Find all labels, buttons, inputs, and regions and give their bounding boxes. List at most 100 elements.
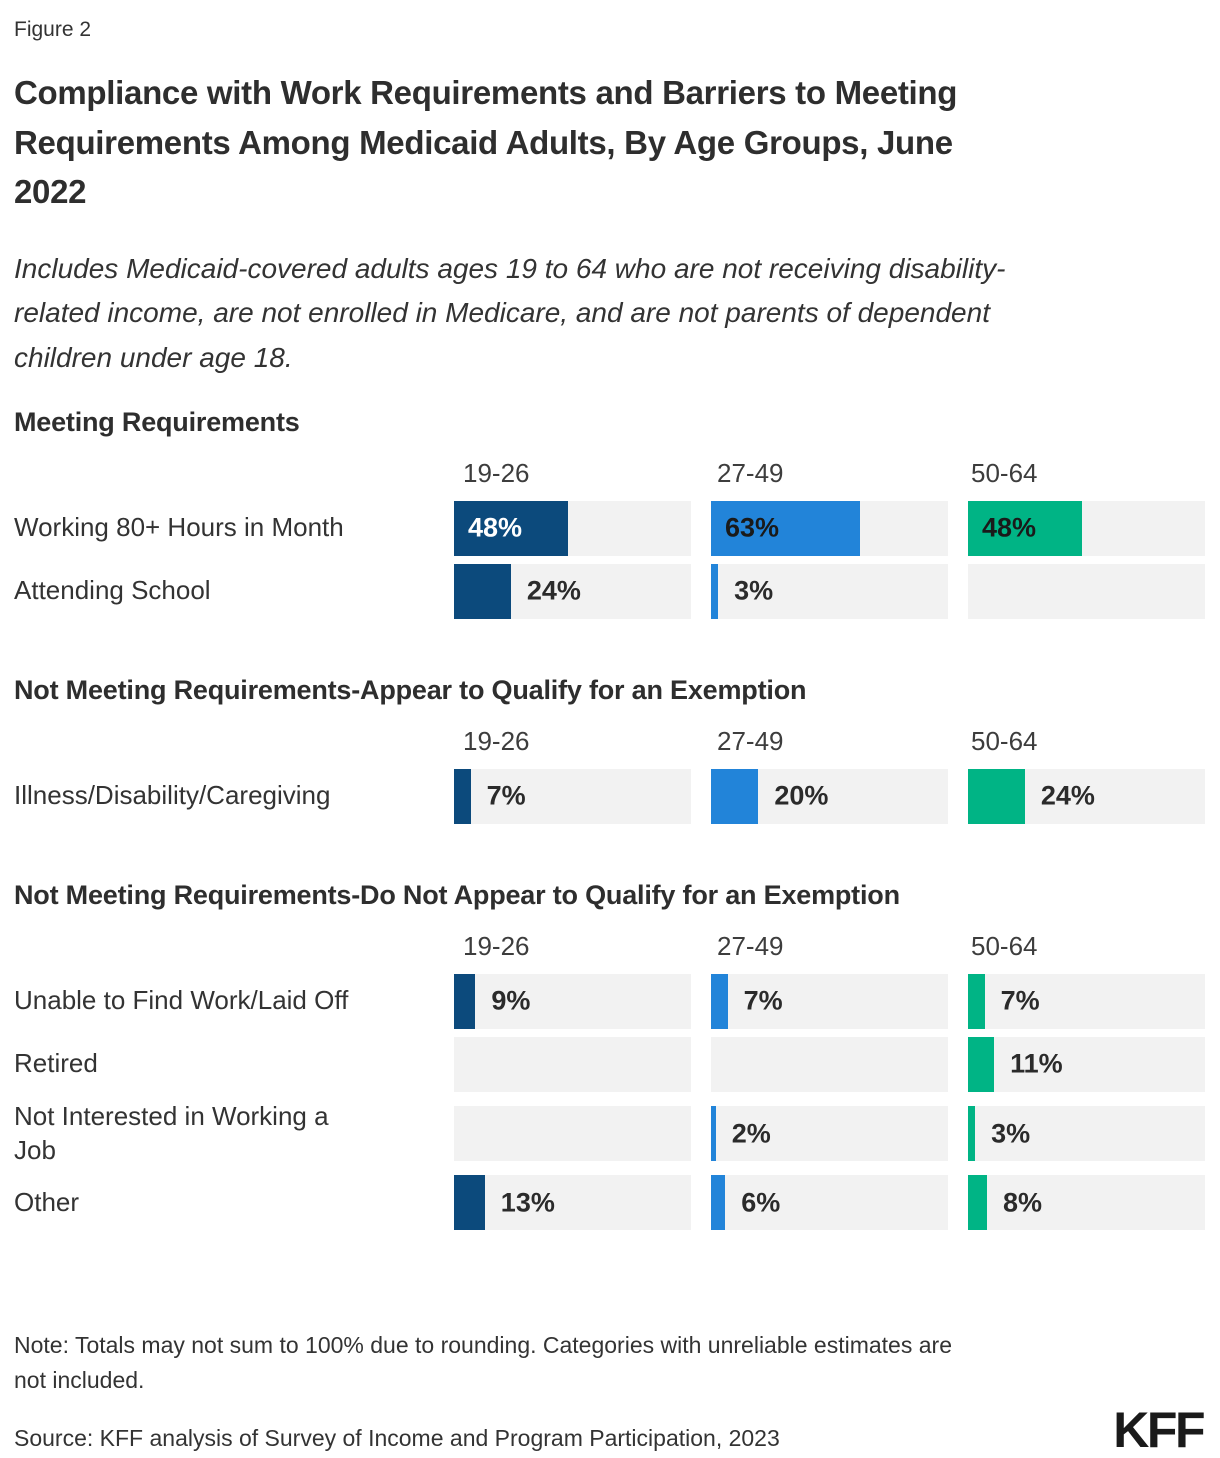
- bar: [711, 500, 861, 556]
- bar-track: [968, 563, 1205, 619]
- value-label: 11%: [1010, 1048, 1063, 1079]
- bar-track: [454, 1106, 691, 1162]
- value-label: 7%: [743, 985, 783, 1016]
- value-label: 9%: [491, 985, 531, 1016]
- bar: [454, 768, 471, 824]
- age-group-header: 27-49: [717, 725, 784, 756]
- row-label: Unable to Find Work/Laid Off: [14, 985, 349, 1016]
- bar: [711, 1175, 726, 1231]
- bar-track: 24%: [968, 768, 1205, 824]
- bar-track: 24%: [454, 563, 691, 619]
- bar-track: 9%: [454, 973, 691, 1029]
- bar: [968, 1036, 995, 1092]
- bar-track: [711, 1036, 948, 1092]
- value-label: 13%: [500, 1187, 555, 1218]
- chart-section: Not Meeting Requirements-Do Not Appear t…: [14, 880, 1205, 1231]
- row-label: Retired: [14, 1048, 98, 1079]
- age-header-row: 19-26 27-49 50-64: [463, 726, 1205, 757]
- bar-track: 3%: [968, 1106, 1205, 1162]
- bar: [968, 973, 985, 1029]
- bar: [968, 1106, 976, 1162]
- value-label: 20%: [774, 780, 829, 811]
- value-label: 7%: [1000, 985, 1040, 1016]
- bar-track: 3%: [711, 563, 948, 619]
- chart-row: Not Interested in Working a Job 2% 3%: [14, 1100, 1205, 1168]
- bar-track: 11%: [968, 1036, 1205, 1092]
- bar: [711, 1106, 716, 1162]
- bar-track: 7%: [968, 973, 1205, 1029]
- age-group-header: 50-64: [971, 725, 1038, 756]
- value-label: 8%: [1002, 1187, 1042, 1218]
- row-tracks: 48% 63% 48%: [454, 500, 1205, 556]
- row-label: Other: [14, 1187, 80, 1218]
- value-label: 6%: [741, 1187, 781, 1218]
- row-tracks: 13% 6% 8%: [454, 1175, 1205, 1231]
- chart-sections: Meeting Requirements 19-26 27-49 50-64 Worki…: [14, 407, 1205, 1231]
- value-label: 3%: [734, 575, 774, 606]
- chart-subtitle: Includes Medicaid-covered adults ages 19…: [14, 252, 1006, 374]
- value-label: 48%: [468, 512, 523, 543]
- chart-row: Unable to Find Work/Laid Off 9% 7% 7%: [14, 973, 1205, 1029]
- value-label: 24%: [526, 575, 581, 606]
- row-label: Not Interested in Working a Job: [14, 1100, 329, 1165]
- row-label: Illness/Disability/Caregiving: [14, 780, 331, 811]
- bar-track: 6%: [711, 1175, 948, 1231]
- note-text: Note: Totals may not sum to 100% due to …: [14, 1332, 952, 1393]
- age-group-header: 19-26: [463, 725, 530, 756]
- bar-track: 48%: [968, 500, 1205, 556]
- row-tracks: 24% 3%: [454, 563, 1205, 619]
- age-group-header: 50-64: [971, 457, 1038, 488]
- value-label: 7%: [486, 780, 526, 811]
- age-header-row: 19-26 27-49 50-64: [463, 931, 1205, 962]
- bar-track: 7%: [711, 973, 948, 1029]
- bar: [968, 768, 1025, 824]
- age-header-row: 19-26 27-49 50-64: [463, 458, 1205, 489]
- bar: [711, 768, 759, 824]
- age-group-header: 19-26: [463, 457, 530, 488]
- bar: [711, 563, 719, 619]
- bar-track: 48%: [454, 500, 691, 556]
- row-tracks: 11%: [454, 1036, 1205, 1092]
- bar-track: 20%: [711, 768, 948, 824]
- age-group-header: 27-49: [717, 930, 784, 961]
- bar-track: 7%: [454, 768, 691, 824]
- bar-track: 8%: [968, 1175, 1205, 1231]
- chart-row: Attending School 24% 3%: [14, 563, 1205, 619]
- age-group-header: 50-64: [971, 930, 1038, 961]
- bar: [711, 973, 728, 1029]
- chart-section: Meeting Requirements 19-26 27-49 50-64 Worki…: [14, 407, 1205, 619]
- chart-row: Other 13% 6% 8%: [14, 1175, 1205, 1231]
- value-label: 24%: [1040, 780, 1095, 811]
- value-label: 3%: [991, 1118, 1031, 1149]
- source-text: Source: KFF analysis of Survey of Income…: [14, 1424, 780, 1451]
- section-heading: Meeting Requirements: [14, 406, 300, 437]
- bar: [454, 1175, 485, 1231]
- bar: [968, 1175, 987, 1231]
- age-group-header: 27-49: [717, 457, 784, 488]
- bar: [454, 563, 511, 619]
- bar: [454, 500, 568, 556]
- value-label: 63%: [725, 512, 780, 543]
- chart-title: Compliance with Work Requirements and Ba…: [14, 74, 958, 210]
- value-label: 2%: [731, 1118, 771, 1149]
- chart-row: Working 80+ Hours in Month 48% 63% 48%: [14, 500, 1205, 556]
- section-heading: Not Meeting Requirements-Appear to Quali…: [14, 674, 807, 705]
- row-tracks: 2% 3%: [454, 1106, 1205, 1162]
- row-label: Attending School: [14, 575, 211, 606]
- chart-row: Illness/Disability/Caregiving 7% 20% 24%: [14, 768, 1205, 824]
- section-heading: Not Meeting Requirements-Do Not Appear t…: [14, 879, 900, 910]
- value-label: 48%: [982, 512, 1037, 543]
- row-tracks: 9% 7% 7%: [454, 973, 1205, 1029]
- bar-track: [454, 1036, 691, 1092]
- bar-track: 2%: [711, 1106, 948, 1162]
- chart-section: Not Meeting Requirements-Appear to Quali…: [14, 675, 1205, 824]
- bar: [454, 973, 476, 1029]
- bar-track: 13%: [454, 1175, 691, 1231]
- bar: [968, 500, 1082, 556]
- figure-label: Figure 2: [14, 18, 92, 41]
- row-tracks: 7% 20% 24%: [454, 768, 1205, 824]
- row-label: Working 80+ Hours in Month: [14, 512, 344, 543]
- chart-row: Retired 11%: [14, 1036, 1205, 1092]
- age-group-header: 19-26: [463, 930, 530, 961]
